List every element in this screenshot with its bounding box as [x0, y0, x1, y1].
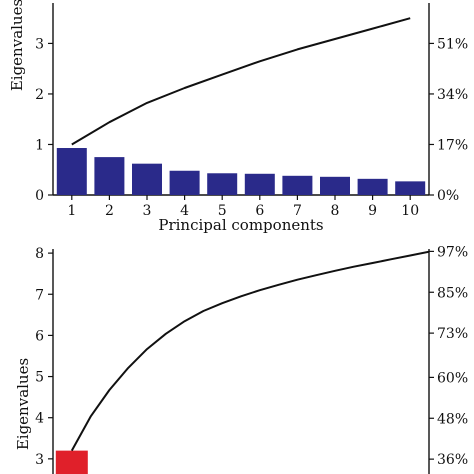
cumulative-line: [70, 250, 429, 452]
y-axis-label: Eigenvalues: [14, 358, 32, 450]
cumulative-line: [71, 17, 411, 146]
y2-tick-label: 51%: [437, 36, 468, 52]
bar: [357, 178, 388, 195]
y2-tick-label: 48%: [437, 411, 468, 427]
x-tick-label: 4: [180, 203, 189, 219]
x-tick-label: 6: [255, 203, 264, 219]
x-tick-label: 7: [293, 203, 302, 219]
x-tick-label: 2: [105, 203, 114, 219]
top-chart: 0 1 2 3 0% 17% 34% 51% 1 2 3 4 5 6 7 8 9 10 Eigenvalues Pri…: [8, 0, 468, 234]
bar: [132, 163, 162, 195]
x-tick-label: 9: [368, 203, 377, 219]
y2-tick-label: 34%: [437, 87, 468, 103]
bar: [320, 176, 350, 195]
y2-tick-label: 85%: [437, 285, 468, 301]
x-tick-label: 3: [143, 203, 152, 219]
bar: [282, 175, 313, 195]
y-tick-label: 2: [35, 87, 44, 103]
y-tick-label: 8: [35, 246, 44, 262]
y-tick-label: 5: [35, 370, 44, 386]
y-tick-label: 3: [35, 452, 44, 468]
bar: [244, 173, 275, 195]
x-tick-label: 10: [401, 203, 419, 219]
y2-tick-label: 73%: [437, 326, 468, 342]
bar: [56, 148, 87, 195]
bar: [55, 450, 88, 474]
y-tick-label: 4: [35, 411, 44, 427]
y-tick-label: 1: [35, 137, 44, 153]
y2-tick-label: 0%: [437, 188, 459, 204]
bar: [169, 170, 200, 195]
y-tick-label: 6: [35, 328, 44, 344]
y-tick-label: 3: [35, 36, 44, 52]
bar: [395, 181, 426, 195]
y2-tick-label: 36%: [437, 452, 468, 468]
y-tick-label: 0: [35, 188, 44, 204]
y-tick-label: 7: [35, 287, 44, 303]
y-axis-label: Eigenvalues: [8, 0, 26, 91]
x-tick-label: 1: [67, 203, 76, 219]
bar: [94, 157, 125, 195]
x-axis-label: Principal components: [158, 216, 323, 234]
x-tick-label: 5: [218, 203, 227, 219]
bar: [207, 173, 238, 195]
y2-tick-label: 60%: [437, 370, 468, 386]
y2-tick-label: 17%: [437, 137, 468, 153]
y2-tick-label: 97%: [437, 244, 468, 260]
bottom-chart: 3 4 5 6 7 8 36% 48% 60% 73% 85% 97% Eigenvalues: [14, 244, 468, 474]
x-tick-label: 8: [331, 203, 340, 219]
